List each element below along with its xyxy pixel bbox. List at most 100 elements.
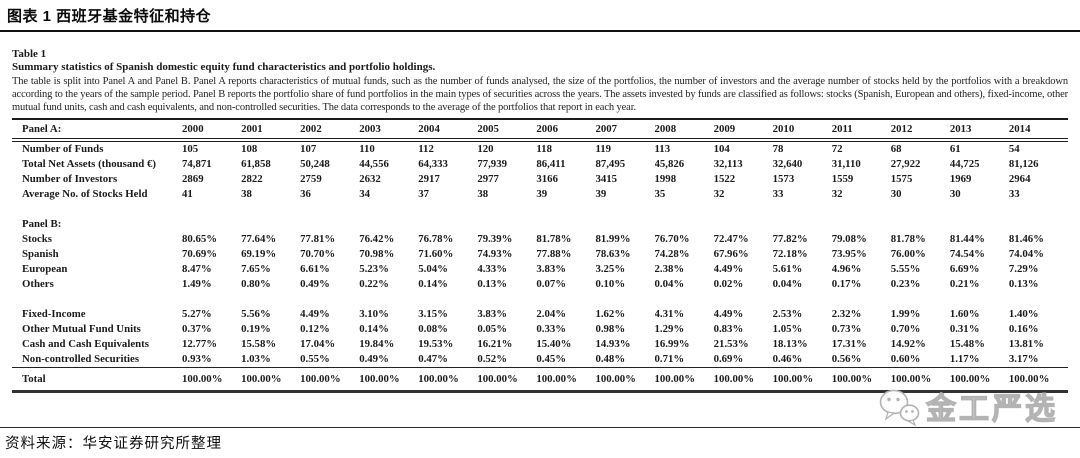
value-cell: 70.70%: [300, 248, 336, 261]
value-cell: 105: [182, 143, 199, 156]
table-row: Cash and Cash Equivalents 12.77% 15.58% 17.…: [12, 337, 1068, 352]
value-cell: 0.04%: [772, 278, 803, 291]
value-cell: 119: [595, 143, 612, 156]
row-label-cell: Total Net Assets (thousand €): [22, 158, 156, 171]
value-cell: 113: [654, 143, 671, 156]
value-cell: 14.93%: [595, 338, 631, 351]
value-cell: 7.65%: [241, 263, 271, 276]
value-cell: 0.55%: [300, 353, 330, 366]
year-header-cell: 2008: [654, 117, 714, 142]
value-cell: 30: [890, 188, 902, 201]
total-value-cell: 100.00%: [949, 366, 1009, 393]
value-cell: 87,495: [595, 158, 626, 171]
value-cell: [595, 217, 654, 232]
value-cell: [300, 217, 359, 232]
value-cell: 76.00%: [890, 248, 926, 261]
value-cell: 104: [713, 143, 730, 156]
source-text: 华安证券研究所整理: [82, 436, 222, 452]
spacer-row: [12, 292, 1068, 307]
value-cell: 1969: [949, 173, 972, 186]
value-cell: 0.02%: [713, 278, 744, 291]
value-cell: 19.84%: [359, 338, 395, 351]
total-value-cell: 100.00%: [477, 366, 537, 393]
total-value-cell: 100.00%: [300, 366, 360, 393]
value-cell: 0.05%: [477, 323, 508, 336]
value-cell: 2977: [477, 173, 499, 186]
table-description: The table is split into Panel A and Pane…: [12, 75, 1068, 114]
value-cell: 32: [713, 188, 725, 201]
table-body: Number of Funds 105 108 107 110 112 120 118 119 1…: [12, 140, 1068, 393]
row-label-cell: Non-controlled Securities: [22, 353, 140, 366]
value-cell: [359, 217, 418, 232]
year-header-cell: 2012: [890, 117, 950, 142]
value-cell: 74.54%: [949, 248, 985, 261]
table-header-row: Panel A: 2000 2001 2002 2003 2004 2005 2006 2007…: [12, 117, 1068, 142]
value-cell: [1009, 217, 1068, 232]
total-value-cell: 100.00%: [890, 366, 950, 393]
value-cell: 32,640: [772, 158, 803, 171]
table-row: Fixed-Income 5.27% 5.56% 4.49% 3.10% 3.15% 3.8…: [12, 307, 1068, 322]
value-cell: 0.31%: [949, 323, 980, 336]
value-cell: 45,826: [654, 158, 685, 171]
value-cell: 1.17%: [949, 353, 980, 366]
value-cell: 2.53%: [772, 308, 803, 321]
watermark-text: 金工严选: [925, 392, 1058, 426]
value-cell: 77,939: [477, 158, 508, 171]
value-cell: 15.58%: [241, 338, 277, 351]
value-cell: 37: [418, 188, 430, 201]
value-cell: 0.13%: [1008, 278, 1039, 291]
value-cell: 74.28%: [654, 248, 690, 261]
value-cell: 79.39%: [477, 233, 513, 246]
value-cell: 72.47%: [713, 233, 749, 246]
row-label-cell: Number of Investors: [22, 173, 118, 186]
value-cell: 81,126: [1008, 158, 1039, 171]
value-cell: [714, 217, 773, 232]
table-row: European 8.47% 7.65% 6.61% 5.23% 5.04% 4.33% 3.…: [12, 262, 1068, 277]
value-cell: 81.99%: [595, 233, 631, 246]
value-cell: 17.04%: [300, 338, 336, 351]
table-row: Other Mutual Fund Units 0.37% 0.19% 0.12% 0.…: [12, 322, 1068, 337]
year-header-cell: 2000: [182, 117, 242, 142]
value-cell: 7.29%: [1008, 263, 1039, 276]
value-cell: 0.83%: [713, 323, 744, 336]
value-cell: 76.78%: [418, 233, 454, 246]
figure-title: 图表 1 西班牙基金特征和持仓: [7, 8, 212, 25]
value-cell: 34: [359, 188, 370, 201]
total-label-cell: Total: [12, 366, 182, 393]
title-divider: [0, 30, 1080, 32]
value-cell: 0.08%: [418, 323, 448, 336]
value-cell: 5.61%: [772, 263, 803, 276]
value-cell: 1.49%: [182, 278, 212, 291]
value-cell: 0.93%: [182, 353, 212, 366]
value-cell: 54: [1008, 143, 1020, 156]
value-cell: 5.27%: [182, 308, 212, 321]
value-cell: [536, 217, 595, 232]
value-cell: 13.81%: [1008, 338, 1044, 351]
year-header-cell: 2006: [536, 117, 596, 142]
value-cell: 0.21%: [949, 278, 980, 291]
spacer-row: [12, 202, 1068, 217]
value-cell: 0.71%: [654, 353, 685, 366]
value-cell: 2.38%: [654, 263, 685, 276]
value-cell: 78: [772, 143, 784, 156]
value-cell: 0.47%: [418, 353, 448, 366]
value-cell: 44,556: [359, 158, 389, 171]
total-value-cell: 100.00%: [418, 366, 478, 393]
value-cell: 1.60%: [949, 308, 980, 321]
source-divider: [0, 427, 1080, 428]
value-cell: 0.80%: [241, 278, 271, 291]
value-cell: 38: [477, 188, 489, 201]
year-header-cell: 2007: [595, 117, 655, 142]
value-cell: 0.16%: [1008, 323, 1039, 336]
value-cell: 14.92%: [890, 338, 926, 351]
value-cell: 19.53%: [418, 338, 454, 351]
value-cell: 0.14%: [418, 278, 448, 291]
value-cell: 32,113: [713, 158, 743, 171]
row-label-cell: Average No. of Stocks Held: [22, 188, 148, 201]
panel-a-header-cell: Panel A:: [12, 117, 182, 142]
value-cell: 31,110: [831, 158, 861, 171]
value-cell: 3.83%: [536, 263, 567, 276]
value-cell: 0.37%: [182, 323, 212, 336]
row-label-cell: Spanish: [22, 248, 59, 261]
value-cell: 1575: [890, 173, 913, 186]
